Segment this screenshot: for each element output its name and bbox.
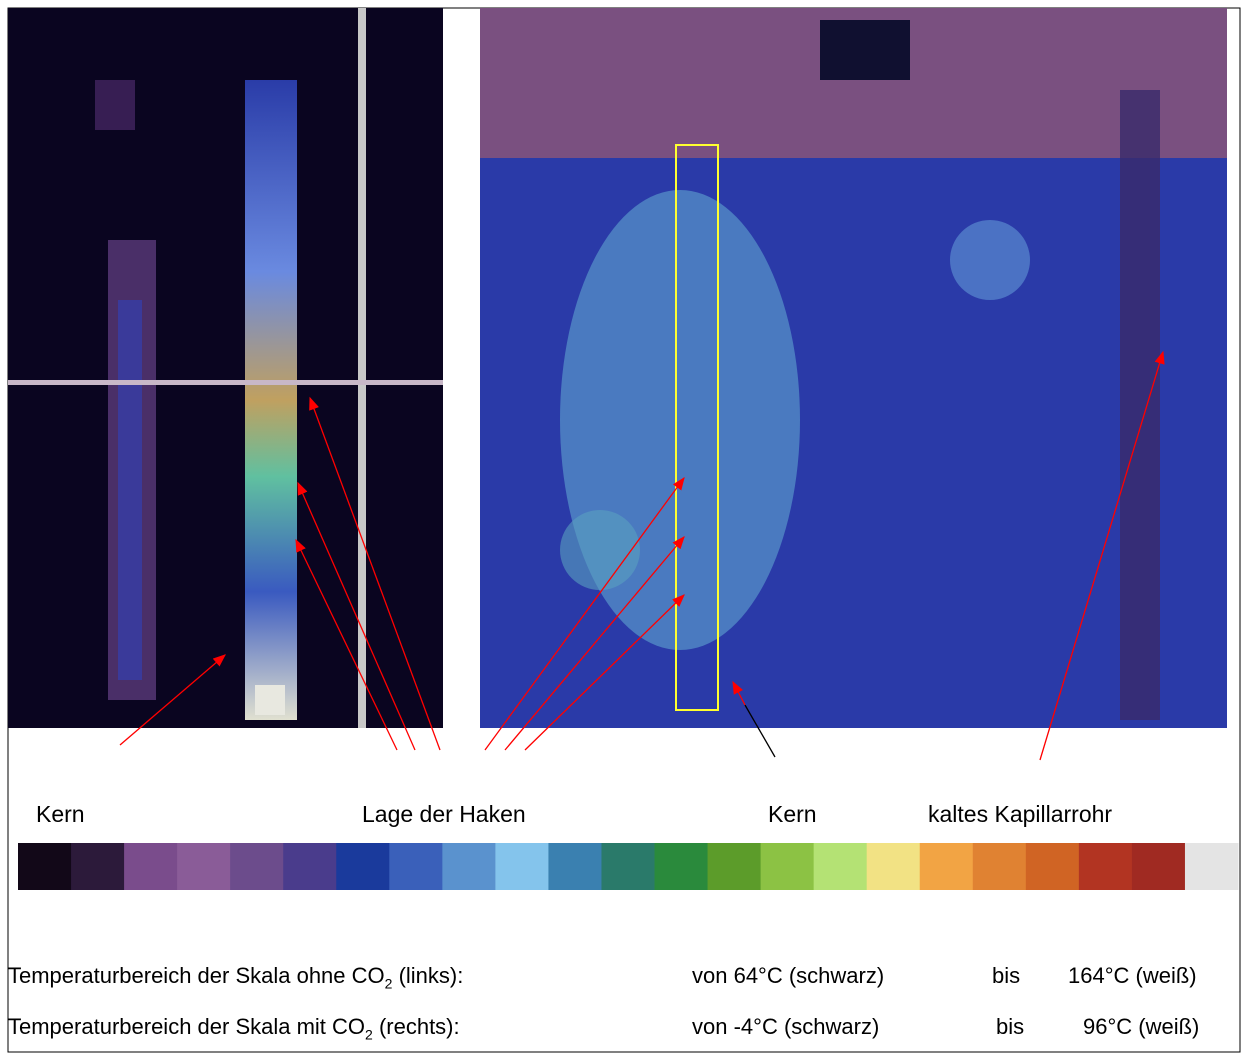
color-swatch — [495, 843, 549, 890]
color-swatch — [389, 843, 443, 890]
label: kaltes Kapillarrohr — [928, 801, 1112, 827]
color-swatch — [230, 843, 284, 890]
label: Lage der Haken — [362, 801, 526, 827]
text: bis — [992, 963, 1020, 989]
color-swatch — [177, 843, 231, 890]
text: von -4°C (schwarz) — [692, 1014, 879, 1040]
color-swatch — [601, 843, 655, 890]
label: Kern — [36, 801, 85, 827]
text: von 64°C (schwarz) — [692, 963, 884, 989]
color-swatch — [1079, 843, 1133, 890]
color-swatch — [336, 843, 390, 890]
right-thermal-image — [480, 8, 1227, 728]
color-swatch — [283, 843, 337, 890]
page: Kern Lage der Haken Kern kaltes Kapillar… — [0, 0, 1252, 1059]
text: bis — [996, 1014, 1024, 1040]
figure: Kern Lage der Haken Kern kaltes Kapillar… — [0, 0, 1252, 1059]
color-swatch — [548, 843, 602, 890]
color-swatch — [1185, 843, 1239, 890]
text: 2 — [365, 1026, 373, 1042]
color-swatch — [708, 843, 762, 890]
text: 164°C (weiß) — [1068, 963, 1197, 989]
color-swatch — [920, 843, 974, 890]
color-swatch — [442, 843, 496, 890]
color-swatch — [1132, 843, 1186, 890]
left-thermal-image — [8, 8, 443, 728]
text: Temperaturbereich der Skala mit CO — [8, 1014, 365, 1039]
color-swatch — [867, 843, 921, 890]
color-scale — [18, 843, 1239, 890]
text: Temperaturbereich der Skala ohne CO — [8, 963, 385, 988]
label: Kern — [768, 801, 817, 827]
color-swatch — [655, 843, 709, 890]
color-swatch — [71, 843, 125, 890]
color-swatch — [18, 843, 72, 890]
text: (links): — [392, 963, 463, 988]
text: (rechts): — [373, 1014, 460, 1039]
color-swatch — [973, 843, 1027, 890]
text: 96°C (weiß) — [1083, 1014, 1199, 1040]
color-swatch — [124, 843, 178, 890]
color-swatch — [1026, 843, 1080, 890]
color-swatch — [761, 843, 815, 890]
color-swatch — [814, 843, 868, 890]
